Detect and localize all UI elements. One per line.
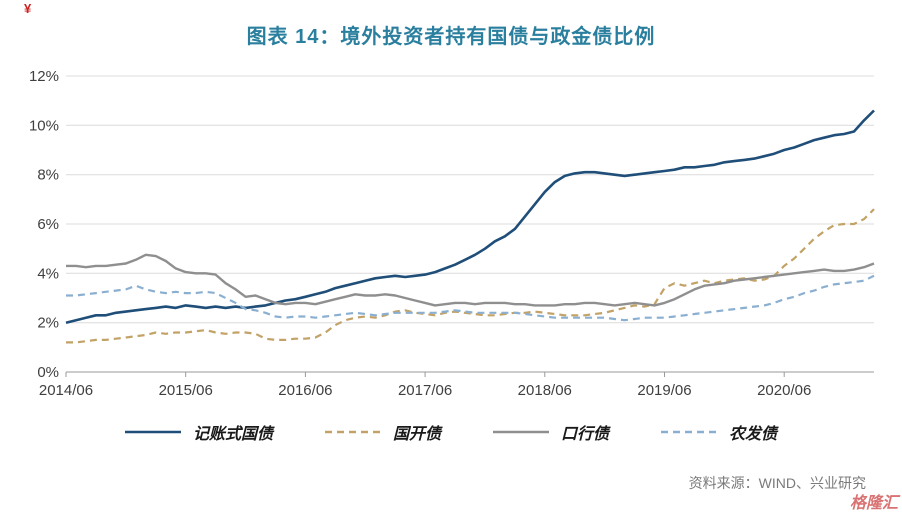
legend-line-sample [661,430,718,434]
legend-item-treasury: 记账式国债 [124,420,273,444]
legend-item-adbc: 农发债 [661,420,777,444]
legend: 记账式国债 国开债 口行债 农发债 [0,420,902,444]
svg-text:2018/06: 2018/06 [518,382,572,399]
legend-line-sample [124,430,181,434]
svg-text:2019/06: 2019/06 [637,382,691,399]
svg-text:10%: 10% [29,117,59,134]
chart-title: 图表 14：境外投资者持有国债与政金债比例 [246,26,656,48]
svg-text:4%: 4% [37,265,59,282]
chart-svg: 0% 2% 4% 6% 8% 10% 12% 2014/06 2015/06 2016/06 201… [29,68,875,399]
svg-text:2016/06: 2016/06 [278,382,332,399]
svg-text:2017/06: 2017/06 [398,382,452,399]
source-note: 资料来源：WIND、兴业研究 [688,475,866,491]
svg-text:6%: 6% [37,216,59,233]
legend-line-sample [324,430,381,434]
legend-item-exim: 口行债 [493,420,609,444]
legend-label: 农发债 [729,426,778,443]
svg-text:2014/06: 2014/06 [39,382,93,399]
legend-label: 口行债 [561,426,610,443]
watermark-logo: 格隆汇 [849,495,898,512]
corner-mark: ¥ [24,1,32,16]
chart-area: 0% 2% 4% 6% 8% 10% 12% 2014/06 2015/06 2016/06 201… [18,66,880,415]
svg-text:2020/06: 2020/06 [757,382,811,399]
svg-text:2%: 2% [37,315,59,332]
svg-text:12%: 12% [29,68,59,85]
legend-line-sample [493,430,549,434]
svg-text:2015/06: 2015/06 [159,382,213,399]
legend-label: 记账式国债 [192,426,273,443]
legend-label: 国开债 [392,426,441,443]
legend-item-cdb: 国开债 [324,420,441,444]
svg-text:0%: 0% [37,364,59,381]
svg-text:8%: 8% [37,167,59,184]
